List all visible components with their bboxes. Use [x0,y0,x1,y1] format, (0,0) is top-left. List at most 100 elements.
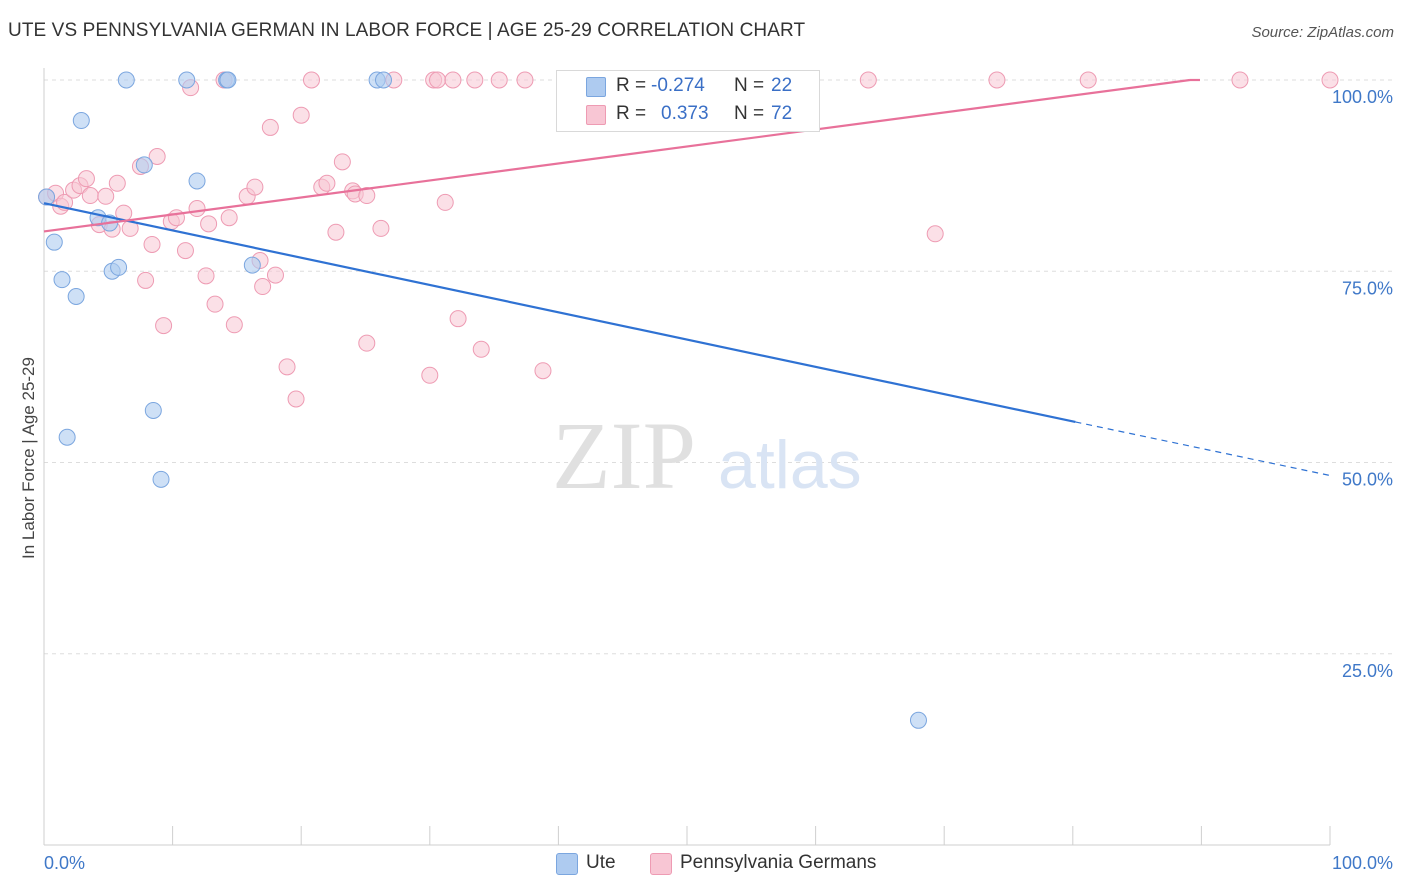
pg-point [261,118,279,136]
pg-point [287,390,305,408]
pg-point [472,340,490,358]
correlation-stats-box: R = -0.274 N = 22 R = 0.373 N = 72 [556,70,820,132]
pg-point [167,209,185,227]
y-tick-label-25: 25.0% [1342,661,1393,681]
pg-point [278,358,296,376]
pg-point [143,235,161,253]
tick-labels: 25.0% 50.0% 75.0% 100.0% 0.0% 100.0% [44,87,1393,873]
pg-point [197,267,215,285]
legend: Ute Pennsylvania Germans [0,852,1406,878]
legend-pg-swatch [650,853,672,875]
legend-ute-swatch [556,853,578,875]
pg-trend-line [43,78,1191,233]
ute-point [188,172,206,190]
pg-point [1321,71,1339,89]
pg-point [318,174,336,192]
pg-point [200,215,218,233]
pg-point [429,71,447,89]
y-tick-label-100: 100.0% [1332,87,1393,107]
pg-point [148,148,166,165]
grid-lines [44,79,1394,655]
legend-pg-label: Pennsylvania Germans [680,852,877,873]
pg-point [1079,71,1097,89]
pg-point [358,334,376,352]
pennsylvania-germans-points [38,71,1339,408]
ute-r-value: -0.274 [651,75,705,96]
ute-n-value: 22 [771,75,793,96]
pg-point [97,187,115,205]
ute-point [135,156,153,174]
y-axis-label: In Labor Force | Age 25-29 [19,357,38,559]
legend-ute-label: Ute [586,852,616,873]
ute-point [144,401,162,419]
ute-n-label: N = [734,75,765,96]
pg-point [188,200,206,218]
watermark-zip: ZIP [552,402,696,509]
pg-point [534,362,552,380]
pg-r-value: 0.373 [661,103,709,124]
ute-point [219,71,237,89]
trend-lines [43,78,1331,477]
pg-point [176,242,194,260]
pg-point [266,266,284,284]
ute-point [243,256,261,274]
chart-title: UTE VS PENNSYLVANIA GERMAN IN LABOR FORC… [8,20,806,41]
pg-r-label: R = [616,103,647,124]
ute-point [53,271,71,289]
ute-point [58,428,76,446]
pg-point [155,317,173,335]
watermark-atlas: atlas [718,427,862,503]
pg-point [333,153,351,171]
source-credit: Source: ZipAtlas.com [1251,24,1394,41]
ute-r-label: R = [616,75,647,96]
ute-point [178,71,196,89]
pg-point [436,193,454,211]
y-tick-label-50: 50.0% [1342,470,1393,490]
pg-point [466,71,484,89]
ute-point [909,711,927,729]
pg-point [108,174,126,192]
pg-point [327,223,345,241]
ute-point [67,287,85,305]
pg-point [137,271,155,289]
ute-point [152,470,170,488]
stats-row-pg: R = 0.373 N = 72 [557,102,819,128]
ute-point [45,233,63,251]
pg-point [225,316,243,334]
pg-point [372,219,390,237]
pg-point [516,71,534,89]
pg-point [449,310,467,328]
pg-point [254,278,272,296]
pg-point [358,187,376,205]
pg-point [292,106,310,124]
ute-point [117,71,135,89]
ute-point [110,258,128,276]
ute-point [38,188,56,206]
ute-point [72,112,90,130]
pg-point [421,366,439,384]
pg-point [302,71,320,89]
ute-swatch [586,77,606,97]
pg-n-value: 72 [771,103,793,124]
ute-points [38,71,927,729]
pg-point [926,225,944,243]
ute-trend-line [43,202,1076,424]
pg-point [220,209,238,227]
y-tick-label-75: 75.0% [1342,278,1393,298]
stats-row-ute: R = -0.274 N = 22 [557,74,819,100]
pg-point [1231,71,1249,89]
ute-point [375,71,393,89]
pg-point [246,178,264,196]
x-tick-label-100: 100.0% [1332,853,1393,873]
pg-point [859,71,877,89]
x-tick-label-0: 0.0% [44,853,85,873]
pg-point [490,71,508,89]
pg-swatch [586,105,606,125]
pg-point [988,71,1006,89]
ute-trend-extension [1075,421,1331,477]
pg-point [206,295,224,313]
pg-point [77,170,95,188]
pg-n-label: N = [734,103,765,124]
pg-point [81,187,99,205]
